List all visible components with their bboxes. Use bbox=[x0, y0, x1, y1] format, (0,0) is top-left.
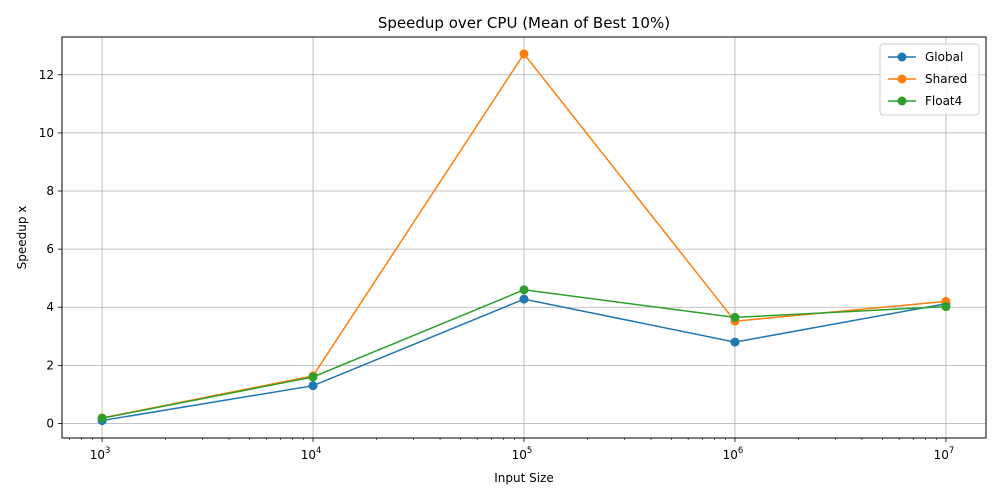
x-tick-label: 105 bbox=[512, 446, 533, 462]
chart-title: Speedup over CPU (Mean of Best 10%) bbox=[378, 14, 670, 32]
legend-label: Float4 bbox=[925, 94, 962, 108]
y-axis-label: Speedup x bbox=[15, 206, 29, 270]
x-axis-label: Input Size bbox=[494, 471, 554, 485]
data-point-global bbox=[519, 294, 529, 304]
y-axis: 0 2 4 6 8 10 12 bbox=[39, 68, 62, 430]
data-point-shared bbox=[519, 49, 529, 59]
x-tick-label: 103 bbox=[90, 446, 111, 462]
legend-marker bbox=[897, 52, 907, 62]
x-tick-label: 106 bbox=[723, 446, 744, 462]
data-point-float4 bbox=[97, 413, 107, 423]
data-point-float4 bbox=[941, 302, 951, 312]
legend-marker bbox=[897, 74, 907, 84]
y-tick-label: 6 bbox=[46, 242, 54, 256]
data-point-float4 bbox=[308, 372, 318, 382]
legend-box bbox=[879, 43, 980, 116]
data-point-float4 bbox=[730, 312, 740, 322]
data-point-float4 bbox=[519, 285, 529, 295]
legend-marker bbox=[897, 96, 907, 106]
grid-lines bbox=[62, 37, 986, 438]
x-axis: 103 104 105 106 107 bbox=[69, 438, 954, 462]
y-tick-label: 12 bbox=[39, 68, 54, 82]
y-tick-label: 4 bbox=[46, 300, 54, 314]
y-tick-label: 10 bbox=[39, 126, 54, 140]
legend-label: Shared bbox=[925, 72, 967, 86]
legend-label: Global bbox=[925, 50, 963, 64]
y-tick-label: 8 bbox=[46, 184, 54, 198]
legend: Global Shared Float4 bbox=[879, 43, 980, 116]
data-point-global bbox=[730, 337, 740, 347]
data-point-global bbox=[308, 381, 318, 391]
x-tick-label: 107 bbox=[934, 446, 955, 462]
series-group bbox=[97, 49, 951, 426]
x-tick-label: 104 bbox=[301, 446, 322, 462]
y-tick-label: 2 bbox=[46, 358, 54, 372]
y-tick-label: 0 bbox=[46, 416, 54, 430]
